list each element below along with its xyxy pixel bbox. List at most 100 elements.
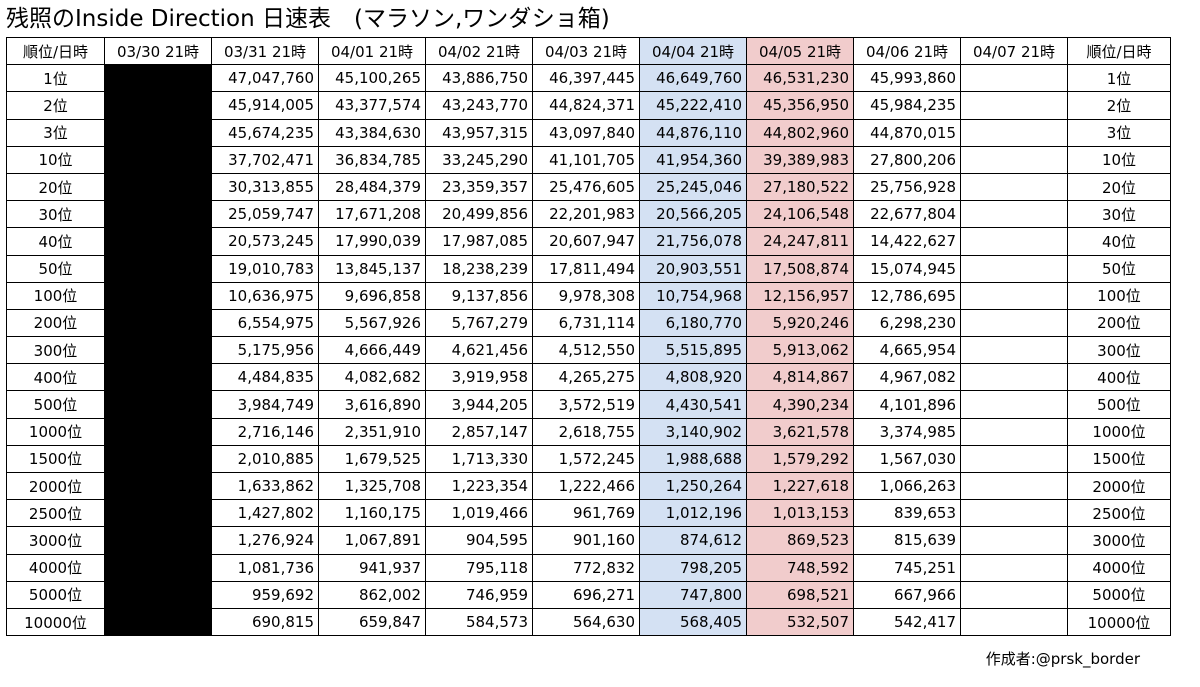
value-cell: 44,824,371 xyxy=(532,91,640,120)
redacted-cell xyxy=(104,118,212,147)
column-header: 04/06 21時 xyxy=(853,36,961,66)
value-cell: 4,101,896 xyxy=(853,390,961,419)
value-cell: 5,913,062 xyxy=(746,336,854,365)
value-cell: 795,118 xyxy=(425,553,533,582)
rank-cell: 4000位 xyxy=(6,553,105,582)
value-cell: 1,250,264 xyxy=(639,471,747,501)
value-cell: 1,633,862 xyxy=(211,471,319,501)
value-cell: 4,390,234 xyxy=(746,390,854,419)
table-body: 1位 47,047,760 45,100,265 43,886,750 46,397,4… xyxy=(6,64,1171,637)
rank-cell: 50位 xyxy=(6,254,105,283)
value-cell: 747,800 xyxy=(639,580,747,609)
value-cell xyxy=(960,145,1068,174)
value-cell: 44,870,015 xyxy=(853,118,961,147)
redacted-cell xyxy=(104,64,212,93)
value-cell: 22,201,983 xyxy=(532,200,640,229)
value-cell xyxy=(960,607,1068,637)
value-cell: 41,101,705 xyxy=(532,145,640,174)
value-cell: 2,618,755 xyxy=(532,417,640,446)
table-row: 400位 4,484,835 4,082,682 3,919,958 4,265,275… xyxy=(6,363,1171,392)
rank-cell: 3000位 xyxy=(6,526,105,555)
value-cell: 4,265,275 xyxy=(532,363,640,392)
value-cell: 1,012,196 xyxy=(639,499,747,528)
value-cell: 4,430,541 xyxy=(639,390,747,419)
rank-cell-right: 50位 xyxy=(1067,254,1171,283)
rank-cell: 10位 xyxy=(6,145,105,174)
rank-cell-right: 20位 xyxy=(1067,172,1171,202)
value-cell: 5,567,926 xyxy=(318,308,426,338)
rank-cell-right: 4000位 xyxy=(1067,553,1171,582)
value-cell: 43,957,315 xyxy=(425,118,533,147)
value-cell: 1,160,175 xyxy=(318,499,426,528)
rank-cell-right: 2500位 xyxy=(1067,499,1171,528)
value-cell: 5,767,279 xyxy=(425,308,533,338)
redacted-cell xyxy=(104,227,212,256)
author-credit: 作成者:@prsk_border xyxy=(985,650,1140,668)
redacted-cell xyxy=(104,553,212,582)
value-cell: 961,769 xyxy=(532,499,640,528)
rank-cell-right: 2位 xyxy=(1067,91,1171,120)
redacted-cell xyxy=(104,254,212,283)
rank-cell: 300位 xyxy=(6,336,105,365)
value-cell: 44,876,110 xyxy=(639,118,747,147)
rank-cell-right: 10000位 xyxy=(1067,607,1171,637)
value-cell: 904,595 xyxy=(425,526,533,555)
value-cell: 3,572,519 xyxy=(532,390,640,419)
rank-cell: 100位 xyxy=(6,281,105,310)
value-cell: 47,047,760 xyxy=(211,64,319,93)
value-cell: 4,814,867 xyxy=(746,363,854,392)
column-header: 04/07 21時 xyxy=(960,36,1068,66)
value-cell: 1,222,466 xyxy=(532,471,640,501)
redacted-cell xyxy=(104,526,212,555)
value-cell: 2,351,910 xyxy=(318,417,426,446)
value-cell: 6,180,770 xyxy=(639,308,747,338)
rank-cell: 10000位 xyxy=(6,607,105,637)
value-cell xyxy=(960,580,1068,609)
rank-cell: 2500位 xyxy=(6,499,105,528)
value-cell: 696,271 xyxy=(532,580,640,609)
rank-cell: 1位 xyxy=(6,64,105,93)
value-cell: 584,573 xyxy=(425,607,533,637)
value-cell xyxy=(960,417,1068,446)
value-cell: 4,082,682 xyxy=(318,363,426,392)
redacted-cell xyxy=(104,607,212,637)
column-header: 03/30 21時 xyxy=(104,36,212,66)
value-cell: 39,389,983 xyxy=(746,145,854,174)
rank-cell: 1500位 xyxy=(6,444,105,474)
value-cell: 27,180,522 xyxy=(746,172,854,202)
rank-cell: 40位 xyxy=(6,227,105,256)
value-cell: 3,374,985 xyxy=(853,417,961,446)
value-cell: 17,508,874 xyxy=(746,254,854,283)
value-cell: 12,156,957 xyxy=(746,281,854,310)
redacted-cell xyxy=(104,417,212,446)
redacted-cell xyxy=(104,281,212,310)
value-cell: 12,786,695 xyxy=(853,281,961,310)
rank-cell-right: 2000位 xyxy=(1067,471,1171,501)
rank-cell-right: 3位 xyxy=(1067,118,1171,147)
value-cell xyxy=(960,499,1068,528)
value-cell: 667,966 xyxy=(853,580,961,609)
value-cell xyxy=(960,336,1068,365)
value-cell: 9,696,858 xyxy=(318,281,426,310)
rank-cell: 200位 xyxy=(6,308,105,338)
value-cell: 1,067,891 xyxy=(318,526,426,555)
value-cell: 10,754,968 xyxy=(639,281,747,310)
value-cell: 3,140,902 xyxy=(639,417,747,446)
rank-cell-right: 300位 xyxy=(1067,336,1171,365)
value-cell: 44,802,960 xyxy=(746,118,854,147)
column-header: 04/01 21時 xyxy=(318,36,426,66)
value-cell: 45,914,005 xyxy=(211,91,319,120)
redacted-cell xyxy=(104,172,212,202)
value-cell: 1,276,924 xyxy=(211,526,319,555)
value-cell: 28,484,379 xyxy=(318,172,426,202)
rank-cell: 2000位 xyxy=(6,471,105,501)
value-cell: 1,081,736 xyxy=(211,553,319,582)
value-cell: 20,573,245 xyxy=(211,227,319,256)
value-cell: 9,137,856 xyxy=(425,281,533,310)
rank-cell-right: 1000位 xyxy=(1067,417,1171,446)
value-cell: 4,808,920 xyxy=(639,363,747,392)
table-row: 4000位 1,081,736 941,937 795,118 772,832 798,2… xyxy=(6,553,1171,582)
value-cell: 17,671,208 xyxy=(318,200,426,229)
value-cell xyxy=(960,200,1068,229)
value-cell: 43,243,770 xyxy=(425,91,533,120)
